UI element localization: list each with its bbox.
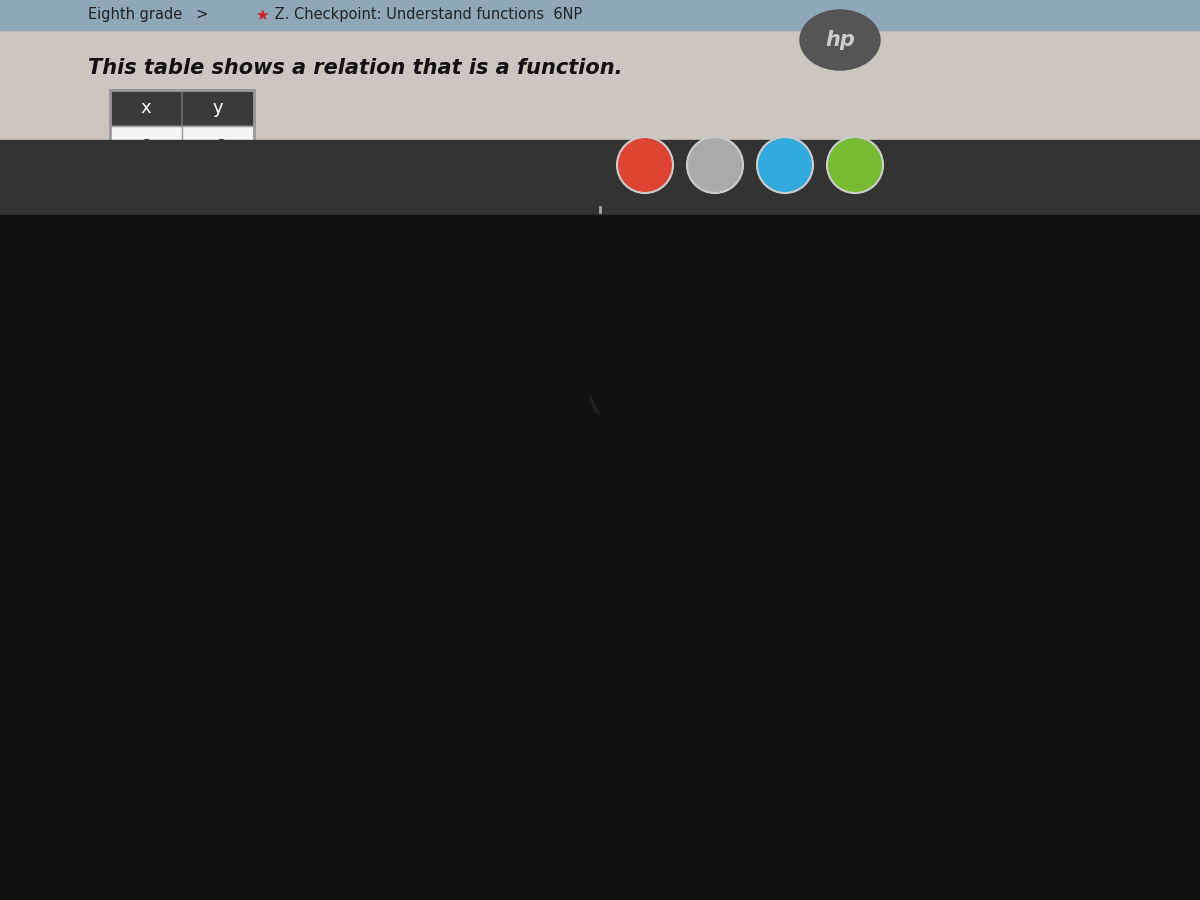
Bar [331,364,373,426]
Text: y: y [212,99,223,117]
Text: 3: 3 [212,222,223,240]
Text: -1: -1 [137,264,155,282]
Circle shape [827,137,883,193]
Text: 0: 0 [212,264,223,282]
Bar [88,364,130,426]
Text: 3: 3 [140,180,151,198]
Bar [88,448,302,510]
Text: ★: ★ [256,7,269,22]
Bar [0,0,1200,30]
Text: ✓: ✓ [102,470,116,488]
Text: -8: -8 [209,138,227,156]
Text: 5: 5 [212,180,223,198]
Text: hp: hp [826,30,854,50]
Text: x: x [140,99,151,117]
Text: Which of the following ordered pairs could be included in the table and have the: Which of the following ordered pairs cou… [88,324,889,342]
Bar [110,90,254,126]
Text: ✓: ✓ [588,386,602,404]
FancyBboxPatch shape [83,565,268,625]
Text: (3, 0): (3, 0) [433,385,486,404]
Text: (-8, 8): (-8, 8) [187,385,246,404]
Text: Z. Checkpoint: Understand functions  6NP: Z. Checkpoint: Understand functions 6NP [270,7,582,22]
Bar [110,90,254,294]
Circle shape [617,137,673,193]
Text: Eighth grade   >: Eighth grade > [88,7,222,22]
Text: -9: -9 [137,222,155,240]
Bar [88,364,302,426]
Ellipse shape [800,10,880,70]
Text: (8, 8): (8, 8) [677,385,728,404]
Bar [574,364,790,426]
Text: ✓: ✓ [344,386,360,404]
Text: Submit: Submit [139,586,211,604]
Circle shape [686,137,743,193]
Text: 8: 8 [140,138,151,156]
Bar [0,215,1200,900]
Bar [110,252,254,294]
Bar [88,448,130,510]
Polygon shape [590,395,600,415]
Bar [574,364,616,426]
Text: remain a function? Select all that apply.: remain a function? Select all that apply… [88,348,446,366]
Text: This table shows a relation that is a function.: This table shows a relation that is a fu… [88,58,623,78]
Text: ✓: ✓ [102,386,116,404]
Bar [110,168,254,210]
Text: (0, −1): (0, −1) [182,470,251,489]
Bar [0,140,1200,215]
Circle shape [757,137,814,193]
Bar [110,126,254,168]
Bar [110,210,254,252]
Bar [331,364,546,426]
